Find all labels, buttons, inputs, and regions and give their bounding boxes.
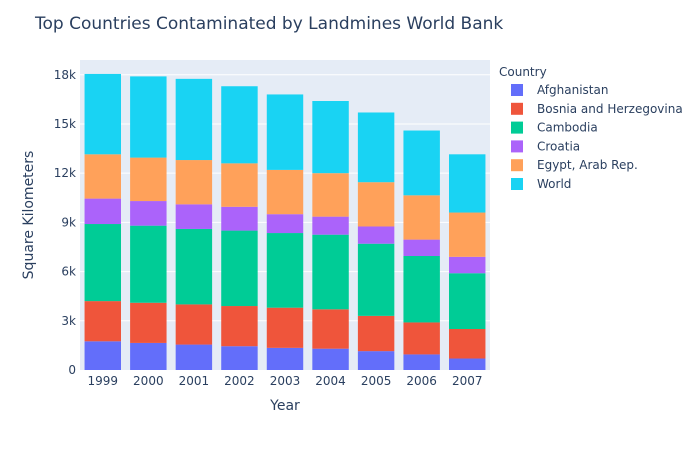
- bar-segment-world-1999[interactable]: [84, 73, 121, 155]
- bar-segment-world-2005[interactable]: [357, 112, 395, 183]
- bar-segment-egypt-arab-rep--2006[interactable]: [403, 195, 440, 240]
- x-tick-label: 2006: [406, 374, 437, 388]
- bar-segment-cambodia-2007[interactable]: [449, 273, 486, 329]
- bar-segment-croatia-2005[interactable]: [357, 226, 395, 244]
- bar-segment-afghanistan-2003[interactable]: [266, 347, 304, 370]
- bar-segment-bosnia-and-herzegovina-2004[interactable]: [312, 309, 349, 349]
- bar-segment-afghanistan-2002[interactable]: [221, 346, 258, 370]
- bar-segment-cambodia-2004[interactable]: [312, 234, 349, 310]
- legend-swatch: [511, 159, 523, 172]
- y-tick-label: 6k: [61, 265, 76, 279]
- x-tick-label: 2003: [270, 374, 301, 388]
- bar-segment-world-2006[interactable]: [403, 130, 440, 196]
- legend-swatch: [511, 102, 523, 115]
- y-tick-label: 15k: [54, 117, 76, 131]
- bar-segment-croatia-2002[interactable]: [221, 206, 258, 231]
- bar-segment-world-2000[interactable]: [130, 76, 167, 158]
- bar-segment-cambodia-2002[interactable]: [221, 230, 258, 307]
- bar-segment-bosnia-and-herzegovina-2007[interactable]: [449, 328, 486, 359]
- bar-segment-croatia-2000[interactable]: [130, 201, 167, 226]
- legend-swatch: [511, 178, 523, 190]
- legend-label: Bosnia and Herzegovina: [537, 102, 683, 116]
- x-tick-label: 2005: [361, 374, 392, 388]
- bar-segment-egypt-arab-rep--2004[interactable]: [312, 173, 349, 217]
- legend-label: Afghanistan: [537, 83, 608, 97]
- legend-title: Country: [499, 65, 547, 79]
- y-tick-label: 0: [68, 363, 76, 377]
- bar-segment-cambodia-2000[interactable]: [130, 225, 167, 303]
- legend-label: Croatia: [537, 139, 580, 153]
- bar-segment-egypt-arab-rep--2005[interactable]: [357, 182, 395, 227]
- legend-label: Cambodia: [537, 121, 598, 135]
- legend-swatch: [511, 140, 523, 153]
- bar-segment-bosnia-and-herzegovina-1999[interactable]: [84, 301, 121, 342]
- y-tick-label: 3k: [61, 314, 76, 328]
- y-tick-label: 18k: [54, 68, 76, 82]
- bar-segment-croatia-2007[interactable]: [449, 256, 486, 274]
- bar-segment-croatia-1999[interactable]: [84, 198, 121, 225]
- legend-item-bosnia-and-herzegovina[interactable]: Bosnia and Herzegovina: [511, 102, 683, 116]
- legend-label: World: [537, 177, 571, 191]
- bar-segment-croatia-2003[interactable]: [266, 214, 304, 234]
- x-axis-ticks: 1999 2000 2001 2002 2003 2004 2005 2006 2007: [88, 374, 483, 388]
- legend-item-croatia[interactable]: Croatia: [511, 139, 580, 153]
- x-tick-label: 2001: [179, 374, 210, 388]
- x-tick-label: 1999: [88, 374, 119, 388]
- bar-segment-croatia-2001[interactable]: [175, 204, 213, 229]
- bar-segment-cambodia-2006[interactable]: [403, 256, 440, 323]
- bar-segment-egypt-arab-rep--2007[interactable]: [449, 212, 486, 257]
- bar-segment-afghanistan-2004[interactable]: [312, 348, 349, 370]
- legend-label: Egypt, Arab Rep.: [537, 158, 638, 172]
- bar-segment-cambodia-2003[interactable]: [266, 233, 304, 308]
- bar-segment-afghanistan-2005[interactable]: [357, 351, 395, 370]
- bar-segment-world-2002[interactable]: [221, 86, 258, 164]
- bar-segment-world-2001[interactable]: [175, 78, 213, 161]
- bar-segment-afghanistan-2000[interactable]: [130, 342, 167, 370]
- y-tick-label: 9k: [61, 215, 76, 229]
- y-axis-ticks: 0 3k 6k 9k 12k 15k 18k: [54, 68, 76, 377]
- legend-item-cambodia[interactable]: Cambodia: [511, 121, 598, 135]
- legend-item-world[interactable]: World: [511, 177, 571, 191]
- x-tick-label: 2002: [224, 374, 255, 388]
- bar-segment-egypt-arab-rep--2003[interactable]: [266, 169, 304, 215]
- bar-segment-cambodia-2001[interactable]: [175, 228, 213, 305]
- bar-segment-afghanistan-2001[interactable]: [175, 344, 213, 370]
- bar-segment-bosnia-and-herzegovina-2006[interactable]: [403, 322, 440, 355]
- bar-segment-afghanistan-1999[interactable]: [84, 341, 121, 370]
- bar-segment-egypt-arab-rep--1999[interactable]: [84, 154, 121, 199]
- x-tick-label: 2000: [133, 374, 164, 388]
- x-tick-label: 2007: [452, 374, 483, 388]
- bar-segment-egypt-arab-rep--2000[interactable]: [130, 157, 167, 202]
- y-tick-label: 12k: [54, 166, 76, 180]
- bar-segment-world-2004[interactable]: [312, 101, 349, 174]
- bar-segment-cambodia-2005[interactable]: [357, 243, 395, 316]
- bar-segment-world-2003[interactable]: [266, 94, 304, 170]
- x-axis-title: Year: [269, 398, 300, 414]
- bar-segment-afghanistan-2007[interactable]: [449, 358, 486, 370]
- bar-segment-afghanistan-2006[interactable]: [403, 354, 440, 370]
- legend-swatch: [511, 121, 523, 134]
- bar-segment-bosnia-and-herzegovina-2005[interactable]: [357, 315, 395, 352]
- bar-segment-croatia-2006[interactable]: [403, 239, 440, 257]
- legend[interactable]: Country Afghanistan Bosnia and Herzegovin…: [499, 65, 683, 191]
- bar-segment-egypt-arab-rep--2001[interactable]: [175, 160, 213, 205]
- bar-segment-bosnia-and-herzegovina-2003[interactable]: [266, 307, 304, 348]
- chart-title: Top Countries Contaminated by Landmines …: [34, 14, 503, 34]
- legend-swatch: [511, 84, 523, 96]
- bar-segment-world-2007[interactable]: [449, 154, 486, 213]
- bar-segment-bosnia-and-herzegovina-2000[interactable]: [130, 302, 167, 343]
- bars: [84, 73, 486, 370]
- legend-item-afghanistan[interactable]: Afghanistan: [511, 83, 608, 97]
- x-tick-label: 2004: [315, 374, 346, 388]
- y-axis-title: Square Kilometers: [21, 151, 37, 280]
- legend-item-egypt-arab-rep-[interactable]: Egypt, Arab Rep.: [511, 158, 638, 172]
- bar-segment-cambodia-1999[interactable]: [84, 224, 121, 302]
- bar-segment-egypt-arab-rep--2002[interactable]: [221, 163, 258, 207]
- bar-segment-bosnia-and-herzegovina-2002[interactable]: [221, 306, 258, 347]
- bar-segment-croatia-2004[interactable]: [312, 216, 349, 235]
- bar-segment-bosnia-and-herzegovina-2001[interactable]: [175, 304, 213, 345]
